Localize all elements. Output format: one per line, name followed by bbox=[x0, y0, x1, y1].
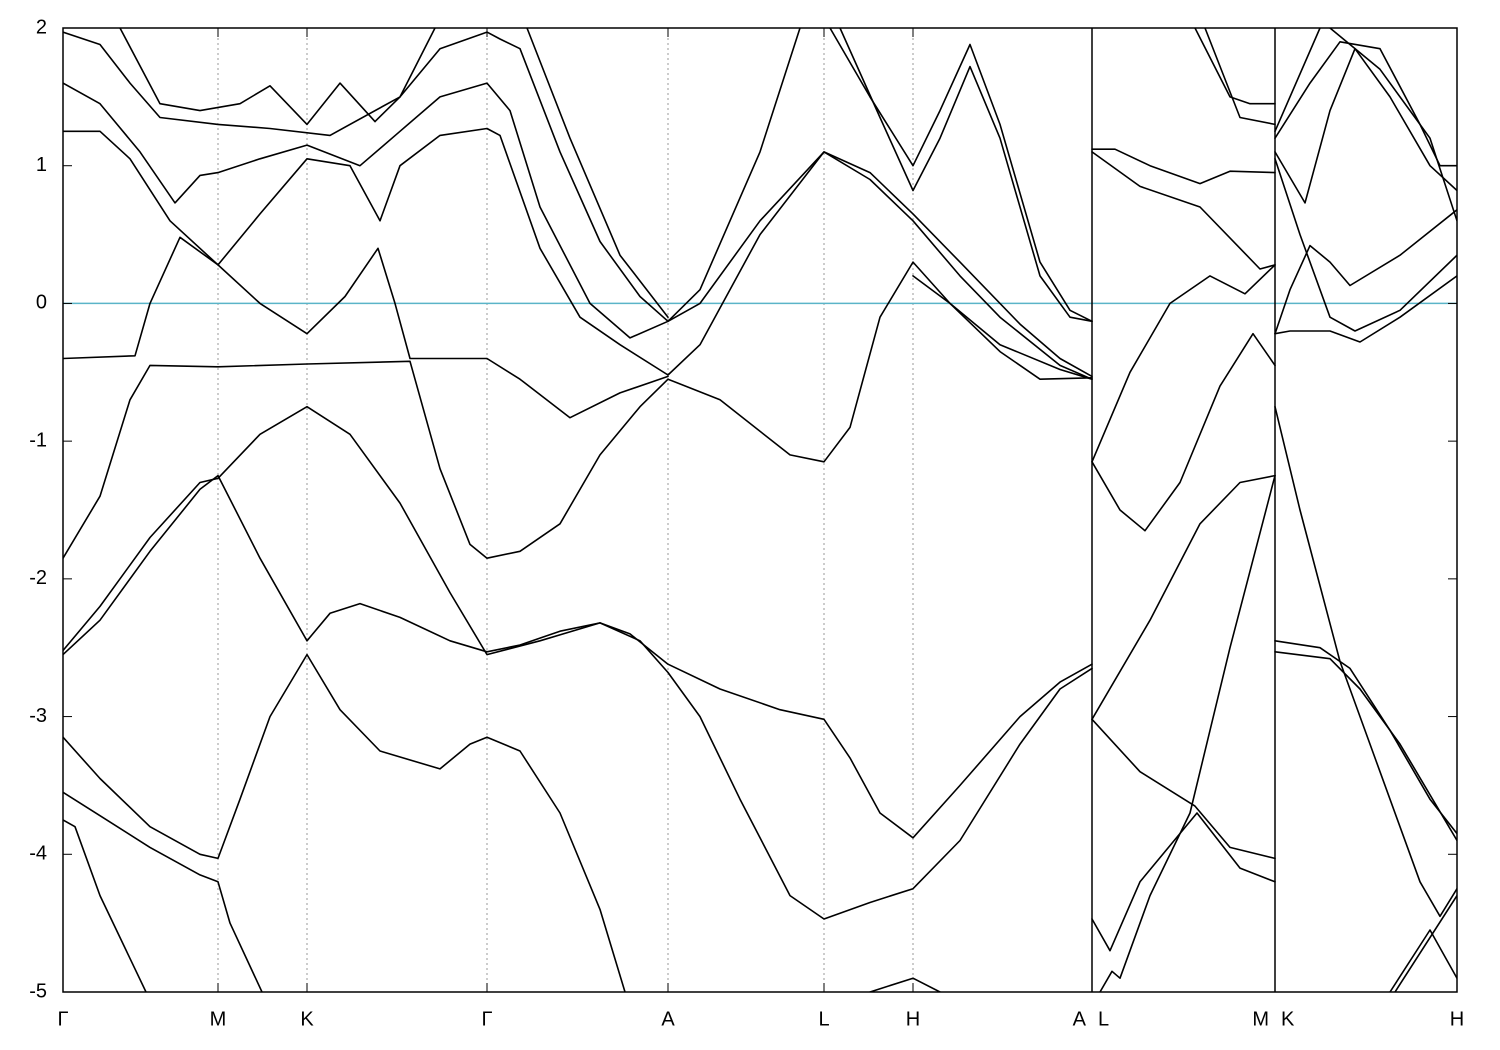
band-line bbox=[1091, 812, 1276, 952]
band-line bbox=[1091, 151, 1276, 270]
y-tick-label: 0 bbox=[36, 292, 47, 314]
band-line bbox=[1091, 332, 1276, 532]
band-line bbox=[1274, 41, 1457, 167]
band-line bbox=[63, 236, 669, 419]
band-line bbox=[63, 28, 801, 323]
x-tick-label: K bbox=[300, 1008, 314, 1030]
y-tick-label: 2 bbox=[36, 16, 47, 38]
band-line bbox=[63, 819, 147, 992]
band-line bbox=[829, 28, 1093, 323]
plot-frame bbox=[62, 27, 1458, 993]
grid bbox=[62, 28, 1458, 992]
y-tick-label: 1 bbox=[36, 154, 47, 176]
band-line bbox=[63, 474, 1093, 839]
band-line bbox=[869, 977, 941, 992]
band-line bbox=[1099, 474, 1276, 992]
band-line bbox=[912, 275, 1093, 380]
band-line bbox=[63, 405, 1093, 920]
band-line bbox=[1274, 209, 1457, 335]
band-line bbox=[1274, 275, 1457, 343]
y-tick-label: -3 bbox=[29, 705, 47, 727]
x-tick-label: H bbox=[1450, 1008, 1464, 1030]
y-tick-label: -5 bbox=[29, 980, 47, 1002]
band-line bbox=[1329, 28, 1457, 222]
x-tick-label: M bbox=[1252, 1008, 1269, 1030]
band-line bbox=[119, 28, 436, 126]
axes: 210-1-2-3-4-5Γ M K Γ A L H A L M K H bbox=[29, 16, 1464, 1030]
x-tick-label: H bbox=[906, 1008, 920, 1030]
y-tick-label: -2 bbox=[29, 567, 47, 589]
band-line bbox=[1194, 28, 1276, 105]
band-line bbox=[526, 28, 669, 318]
band-line bbox=[63, 261, 1093, 559]
y-tick-label: -1 bbox=[29, 429, 47, 451]
band-line bbox=[1274, 158, 1457, 332]
y-tick-label: -4 bbox=[29, 843, 47, 865]
band-line bbox=[63, 653, 626, 992]
band-line bbox=[63, 82, 1093, 378]
band-line bbox=[1274, 651, 1457, 842]
x-tick-label: M bbox=[210, 1008, 227, 1030]
x-tick-label: A bbox=[661, 1008, 675, 1030]
bands bbox=[63, 28, 1457, 992]
x-tick-label: Γ bbox=[481, 1008, 492, 1030]
band-line bbox=[1204, 28, 1276, 126]
band-line bbox=[1389, 929, 1457, 992]
band-line bbox=[63, 791, 263, 992]
x-tick-label: L bbox=[1098, 1008, 1109, 1030]
band-line bbox=[1091, 474, 1276, 721]
band-line bbox=[1274, 405, 1457, 918]
x-tick-label: L bbox=[818, 1008, 829, 1030]
band-line bbox=[1274, 640, 1457, 835]
band-line bbox=[839, 28, 1093, 323]
band-line bbox=[1091, 264, 1276, 463]
band-line bbox=[63, 127, 1093, 380]
x-tick-label: A bbox=[1073, 1008, 1087, 1030]
band-line bbox=[1274, 47, 1457, 204]
band-line bbox=[1091, 148, 1276, 185]
band-line bbox=[1274, 28, 1321, 133]
x-tick-label: Γ bbox=[57, 1008, 68, 1030]
band-line bbox=[1091, 718, 1276, 860]
x-tick-label: K bbox=[1281, 1008, 1295, 1030]
band-line bbox=[1394, 894, 1457, 992]
